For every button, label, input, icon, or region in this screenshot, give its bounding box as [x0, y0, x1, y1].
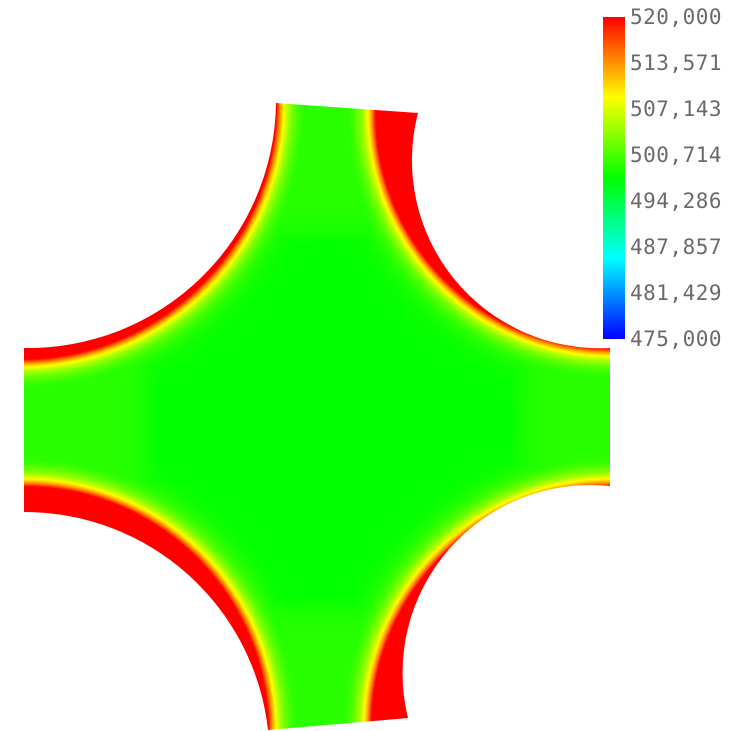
- colorbar-tick-label: 494,286: [630, 189, 722, 213]
- colorbar: 520,000 513,571 507,143 500,714 494,286 487,8…: [603, 5, 722, 351]
- colorbar-tick-label: 481,429: [630, 281, 722, 305]
- colorbar-gradient: [603, 17, 625, 339]
- colorbar-tick-label: 487,857: [630, 235, 722, 259]
- colorbar-tick-label: 513,571: [630, 51, 722, 75]
- colorbar-tick-label: 520,000: [630, 5, 722, 29]
- colorbar-tick-label: 500,714: [630, 143, 722, 167]
- colorbar-tick-label: 507,143: [630, 97, 722, 121]
- colorbar-tick-labels: 520,000 513,571 507,143 500,714 494,286 487,8…: [630, 5, 722, 351]
- colorbar-tick-label: 475,000: [630, 327, 722, 351]
